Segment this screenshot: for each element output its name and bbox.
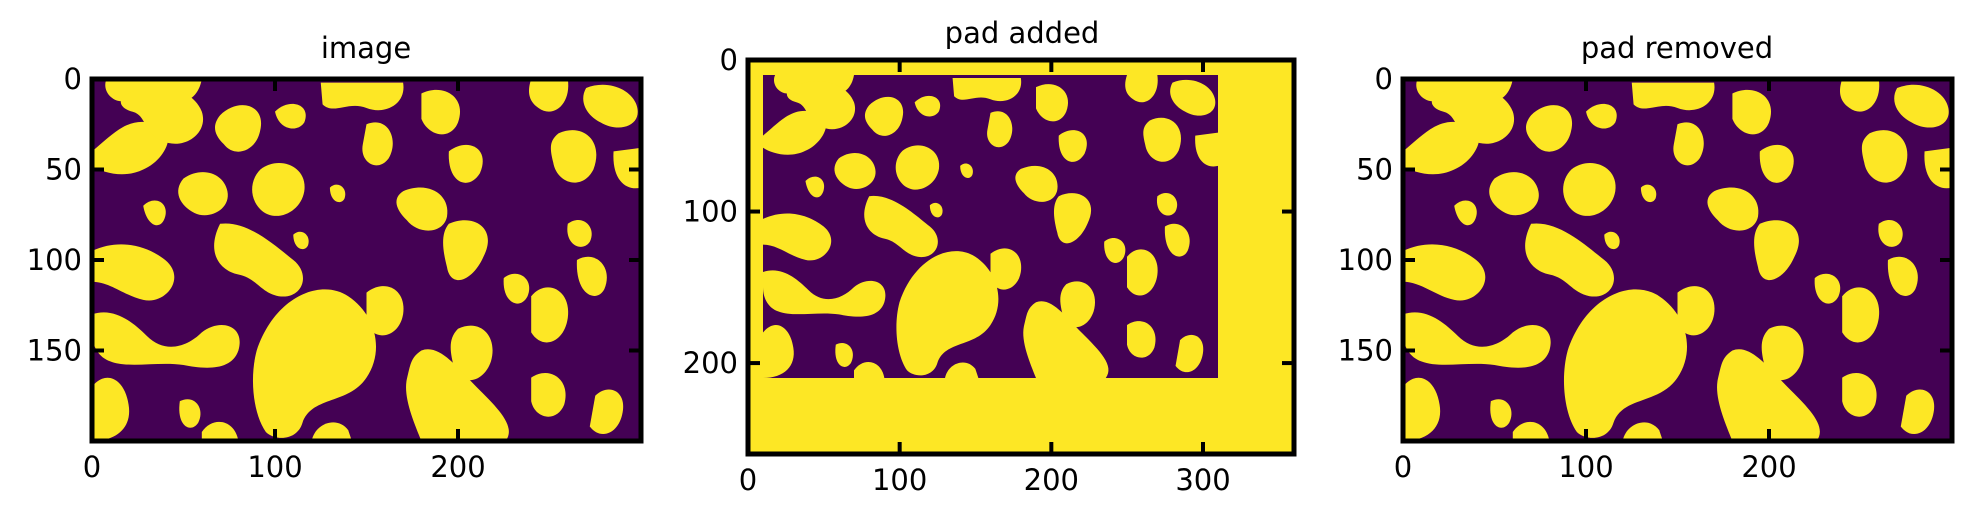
- y-tick-label: 100: [683, 195, 738, 229]
- y-tick-label: 100: [1338, 243, 1393, 277]
- axis-ticks: 0 100 200 0 50 100 150 0 100 200 300 0 100 200 0 100 200…: [27, 43, 1952, 497]
- y-tick-label: 150: [27, 334, 82, 368]
- y-tick-label: 100: [27, 243, 82, 277]
- x-tick-label: 300: [1175, 463, 1230, 497]
- panel-title-image: image: [321, 31, 411, 65]
- x-tick-label: 200: [1741, 450, 1796, 484]
- x-tick-label: 0: [83, 450, 101, 484]
- heatmap-image: [89, 76, 644, 444]
- x-tick-label: 0: [739, 463, 757, 497]
- x-tick-label: 100: [247, 450, 302, 484]
- heatmap-pad-added: [745, 57, 1297, 457]
- x-tick-label: 100: [872, 463, 927, 497]
- y-tick-label: 50: [45, 153, 82, 187]
- x-tick-label: 200: [430, 450, 485, 484]
- y-tick-label: 150: [1338, 334, 1393, 368]
- panel-title-pad-removed: pad removed: [1581, 31, 1773, 65]
- pad-frame: [745, 57, 1297, 457]
- y-tick-label: 0: [64, 62, 82, 96]
- x-tick-label: 100: [1558, 450, 1613, 484]
- x-tick-label: 0: [1394, 450, 1412, 484]
- y-tick-label: 200: [683, 346, 738, 380]
- heatmap-pad-removed: [1400, 76, 1955, 444]
- y-tick-label: 0: [1375, 62, 1393, 96]
- y-tick-label: 0: [720, 43, 738, 77]
- panel-title-pad-added: pad added: [945, 16, 1100, 50]
- x-tick-label: 200: [1024, 463, 1079, 497]
- y-tick-label: 50: [1356, 153, 1393, 187]
